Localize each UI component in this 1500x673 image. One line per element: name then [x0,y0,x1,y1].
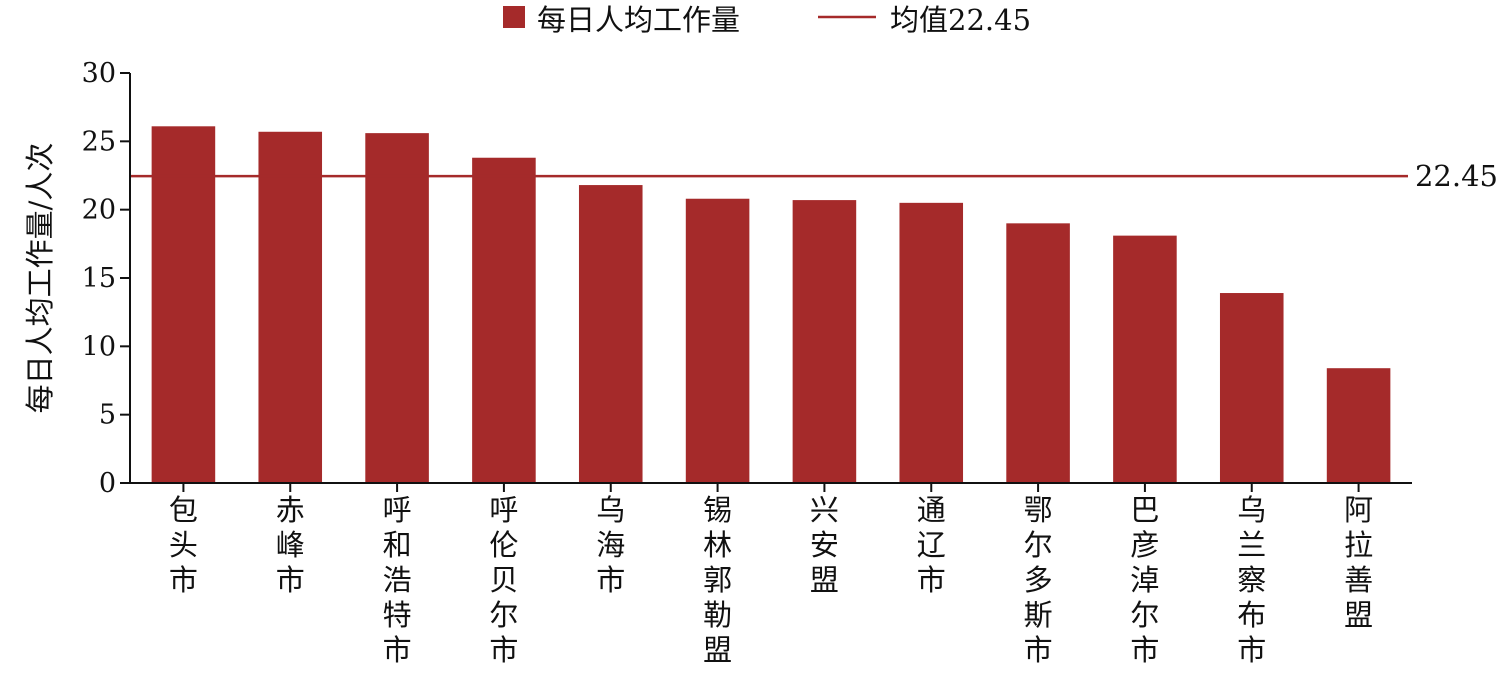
x-tick-label: 兴安盟 [810,493,839,597]
bar [258,131,323,483]
x-tick-label: 阿拉善盟 [1344,493,1373,632]
bar [792,200,857,483]
x-tick-label: 赤峰市 [276,493,305,597]
y-axis-ticks: 0 5 10 15 20 25 30 [82,58,130,499]
bar [365,133,429,483]
x-tick-label: 包头市 [169,493,198,597]
x-tick-label: 鄂尔多斯市 [1024,493,1053,667]
legend-swatch-workload [503,6,525,28]
legend-label-mean: 均值22.45 [890,3,1031,37]
y-tick-label: 30 [82,58,116,89]
bar [899,202,964,484]
bar [685,198,750,483]
legend: 每日人均工作量 均值22.45 [503,3,1031,37]
y-tick-label: 20 [82,195,116,226]
bar [151,126,216,484]
bar [1326,368,1391,483]
bar [472,157,536,483]
y-tick-label: 10 [82,331,116,362]
x-tick-label: 锡林郭勒盟 [703,493,732,667]
x-tick-label: 呼和浩特市 [383,493,412,667]
bar [1113,235,1177,483]
x-axis-labels: 包头市 赤峰市 呼和浩特市 呼伦贝尔市 乌海市 锡林郭勒盟 兴安盟 通辽市 鄂尔多斯市 巴彦淖尔市… [169,483,1373,667]
mean-line-group: 22.45 [130,159,1498,193]
y-tick-label: 5 [99,400,116,431]
y-tick-label: 25 [82,126,116,157]
x-tick-label: 乌海市 [596,493,625,597]
bar [578,185,643,484]
bars [151,126,1391,484]
legend-label-workload: 每日人均工作量 [537,3,740,37]
x-tick-label: 巴彦淖尔市 [1130,493,1159,667]
y-tick-label: 15 [82,263,116,294]
x-tick-label: 呼伦贝尔市 [489,493,518,667]
y-axis-label: 每日人均工作量/人次 [23,143,57,414]
x-tick-label: 乌兰察布市 [1237,493,1266,667]
bar [1219,293,1284,483]
x-tick-label: 通辽市 [917,493,946,597]
mean-line-label: 22.45 [1415,159,1498,193]
bar [1006,223,1070,484]
y-tick-label: 0 [99,468,116,499]
